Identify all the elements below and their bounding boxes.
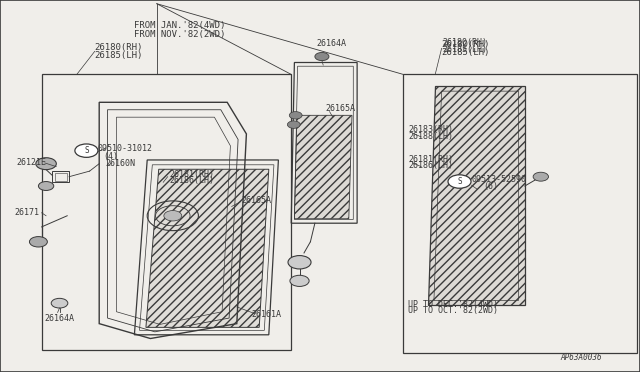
Circle shape (38, 182, 54, 190)
Text: 26180(RH): 26180(RH) (95, 43, 143, 52)
Text: S: S (457, 177, 462, 186)
Text: (6): (6) (483, 182, 498, 190)
Text: FROM JAN.'82(4WD): FROM JAN.'82(4WD) (134, 21, 226, 30)
Polygon shape (294, 115, 352, 219)
Text: S: S (84, 146, 89, 155)
Text: 09513-52590: 09513-52590 (472, 175, 527, 184)
Text: 26171: 26171 (14, 208, 39, 217)
Text: UP TO OCT.'82(2WD): UP TO OCT.'82(2WD) (408, 307, 499, 315)
Circle shape (448, 175, 471, 188)
Text: 26164A: 26164A (45, 314, 75, 323)
Text: 26183(RH): 26183(RH) (408, 125, 453, 134)
Text: 26185(LH): 26185(LH) (443, 45, 488, 54)
Text: 26161A: 26161A (252, 310, 282, 319)
Text: 26180(RH): 26180(RH) (442, 40, 490, 49)
Text: 26165A: 26165A (325, 104, 355, 113)
Text: 26164A: 26164A (317, 39, 347, 48)
Circle shape (290, 275, 309, 286)
Circle shape (289, 112, 302, 119)
Circle shape (288, 256, 311, 269)
Text: 26121E: 26121E (16, 158, 46, 167)
Circle shape (315, 52, 329, 61)
Text: FROM NOV.'82(2WD): FROM NOV.'82(2WD) (134, 30, 226, 39)
Text: 26186(LH): 26186(LH) (169, 176, 214, 185)
Text: 26165A: 26165A (242, 196, 272, 205)
Circle shape (36, 158, 56, 170)
Bar (42, 74, 291, 350)
Text: 26185(LH): 26185(LH) (95, 51, 143, 60)
Text: AP63A0036: AP63A0036 (560, 353, 602, 362)
Circle shape (51, 298, 68, 308)
Text: 26188(LH): 26188(LH) (408, 132, 453, 141)
Circle shape (29, 237, 47, 247)
Circle shape (75, 144, 98, 157)
Text: 09510-31012: 09510-31012 (98, 144, 153, 153)
Text: 26181(RH): 26181(RH) (169, 170, 214, 179)
Text: 26181(RH): 26181(RH) (408, 155, 453, 164)
Text: (4): (4) (104, 152, 118, 161)
Circle shape (164, 211, 182, 221)
Text: 26185(LH): 26185(LH) (442, 48, 490, 57)
Circle shape (287, 121, 300, 128)
Text: UP TO DEC.'82(4WD): UP TO DEC.'82(4WD) (408, 300, 499, 309)
Text: 26160N: 26160N (106, 159, 136, 168)
Polygon shape (428, 86, 525, 305)
Circle shape (533, 172, 548, 181)
Bar (55, 173, 67, 181)
Bar (52, 171, 69, 182)
Polygon shape (146, 169, 269, 327)
Text: 26186(LH): 26186(LH) (408, 161, 453, 170)
Bar (403, 74, 637, 353)
Text: 26180(RH): 26180(RH) (443, 38, 488, 47)
